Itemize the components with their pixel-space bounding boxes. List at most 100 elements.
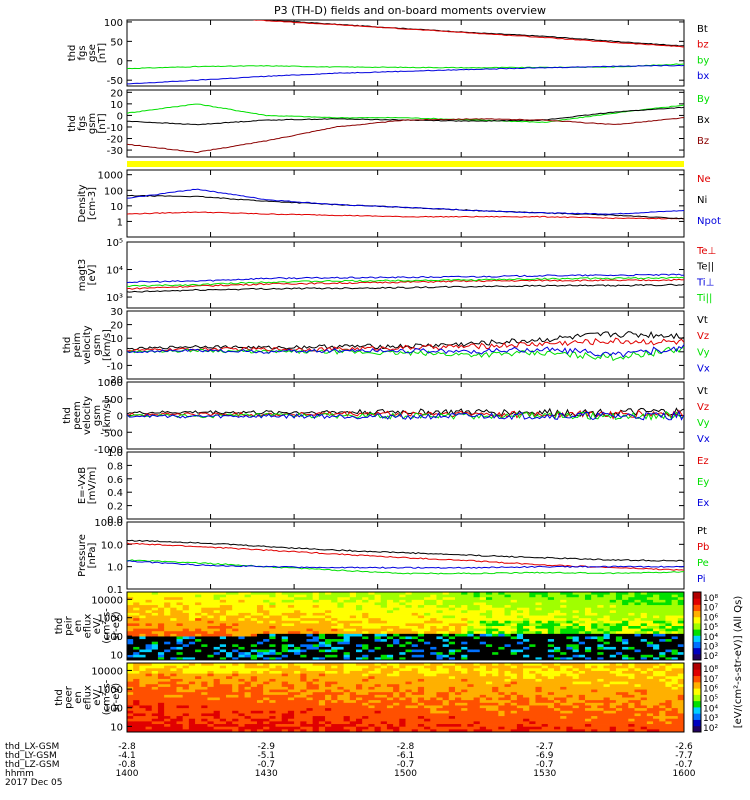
legend-entry: Vx [697, 434, 710, 445]
spectrograms: 10000100010010thdpeirenefluxeV/(cm²-s-sr… [54, 591, 685, 733]
x-row-label: thd_LZ-GSM [5, 760, 60, 770]
y-tick-label: -1000 [94, 445, 123, 456]
y-tick-label: 0 [117, 348, 123, 359]
y-tick-label: 1.0 [107, 448, 123, 459]
x-row-value: -2.6 [675, 742, 693, 752]
legend-entry: Vz [697, 402, 709, 413]
x-row-value: 1600 [673, 769, 696, 779]
y-axis-label: [km/s] [102, 399, 113, 431]
colorbars: 10⁸10⁷10⁶10⁵10⁴10³10²10⁸10⁷10⁶10⁵10⁴10³1… [692, 591, 744, 734]
legend-entry: Vx [697, 364, 710, 375]
y-tick-label: 100 [104, 186, 123, 197]
panel-frame [126, 662, 685, 733]
series-te-line [127, 283, 684, 293]
x-row-value: -0.7 [675, 760, 693, 770]
panel-density: 1000 100 10 1 Density [cm-3] [77, 169, 685, 238]
series-group [127, 331, 684, 362]
series-bt-line [263, 20, 684, 47]
series-group [127, 20, 684, 85]
y-axis-label: thd [54, 689, 65, 706]
y-tick-label: 100.0 [94, 518, 123, 529]
legend-entry: Pe [697, 558, 709, 569]
x-row-value: 1400 [116, 769, 139, 779]
colorbar-tick-label: 10⁵ [703, 623, 718, 633]
y-tick-label: 100 [104, 18, 123, 29]
legend-entry: Te⊥ [696, 246, 716, 257]
colorbar-tick-label: 10² [703, 652, 718, 662]
legend-entry: Ez [697, 456, 709, 467]
y-tick-label: 30 [110, 307, 123, 318]
chart-title: P3 (TH-D) fields and on-board moments ov… [274, 4, 546, 17]
series-npot-line [127, 188, 684, 215]
y-tick-label: 0 [117, 111, 123, 122]
x-row-value: -6.9 [536, 751, 554, 761]
legend-entry: Vy [697, 347, 710, 358]
series-pb-line [127, 542, 684, 571]
panel-frame [126, 89, 685, 158]
series-bx-line [127, 106, 684, 126]
y-tick-label: -20 [107, 135, 123, 146]
x-row-value: 1530 [533, 769, 556, 779]
colorbar-label: [eV/(cm²-s-str-eV)] (All Qs) [733, 596, 744, 729]
series-pt-line [127, 539, 684, 562]
y-tick-label: -30 [107, 146, 123, 157]
x-row-label: thd_LY-GSM [5, 751, 57, 761]
y-axis-label: thd [67, 115, 78, 132]
y-axis-label: [nPa] [87, 542, 98, 568]
y-tick-label: 0.1 [107, 585, 123, 596]
y-axis-label: [eV] [87, 265, 98, 286]
x-row-label: hhmm [5, 769, 34, 779]
y-axis-label: thd [67, 45, 78, 62]
y-axis-label: eV/ [92, 617, 103, 634]
y-axis-label: fgs [77, 116, 88, 131]
colorbar-tick-label: 10⁷ [703, 675, 718, 685]
legend-entry: Bt [697, 24, 708, 35]
y-axis-label: thd [62, 337, 73, 354]
x-row-value: -0.8 [118, 760, 136, 770]
x-row-value: -2.7 [536, 742, 554, 752]
y-tick-label: 0 [117, 57, 123, 68]
y-tick-label: 0.2 [107, 502, 123, 513]
x-row-value: -2.8 [118, 742, 136, 752]
y-tick-label: 10000 [91, 666, 123, 677]
y-tick-label: 100 [104, 632, 123, 643]
x-row-value: -2.8 [397, 742, 415, 752]
y-axis-label: Density [77, 184, 88, 222]
y-axis-label: [mV/m] [87, 467, 98, 505]
legend-entry: Ex [697, 498, 709, 509]
y-axis-label: gsm [92, 334, 103, 355]
series-vx-line [127, 410, 684, 421]
y-axis-label: peer [64, 685, 75, 709]
y-axis-label: gsm [92, 405, 103, 426]
y-tick-label: 1000 [98, 378, 123, 389]
legend-entry: Ni [697, 195, 707, 206]
y-tick-label: 1000 [98, 614, 123, 625]
y-tick-label: 50 [110, 37, 123, 48]
y-tick-label: 10 [110, 202, 123, 213]
y-axis-label: [km/s] [102, 329, 113, 361]
series-ti-line [127, 276, 684, 288]
y-axis-label: [nT] [97, 43, 108, 63]
legends: Bt bz by bx By Bx Bz Ne Ni Npot Te⊥ Te|| Ti⊥ Ti|| Vt Vz… [696, 24, 721, 585]
y-tick-label: 0.8 [107, 461, 123, 472]
legend-entry: Pt [697, 526, 707, 537]
series-ti-line [127, 273, 684, 284]
spectrogram-peir-eflux: 10000 1000 100 10 thdpeirenefluxeV/(cm²-s-sr… [54, 591, 685, 661]
y-axis-label: fgs [77, 45, 88, 60]
panel-moms-temp: 10⁵ 10⁴ 10³ magt3 [eV] [77, 238, 685, 309]
x-row-value: 1430 [255, 769, 278, 779]
legend-entry: Npot [697, 216, 721, 227]
panel-fgs-gse: 100 50 0 -50 thd fgs gse [nT] [67, 18, 685, 87]
y-tick-label: 1000 [98, 171, 123, 182]
legend-entry: By [697, 94, 710, 105]
panel-frame [126, 591, 685, 661]
series-bz-line [248, 20, 684, 48]
y-tick-label: 20 [110, 321, 123, 332]
colorbar-tick-label: 10⁴ [703, 704, 718, 714]
y-tick-label: 0.0 [107, 515, 123, 526]
legend-entry: Ti|| [696, 293, 712, 304]
colorbar-tick-label: 10³ [703, 714, 718, 724]
